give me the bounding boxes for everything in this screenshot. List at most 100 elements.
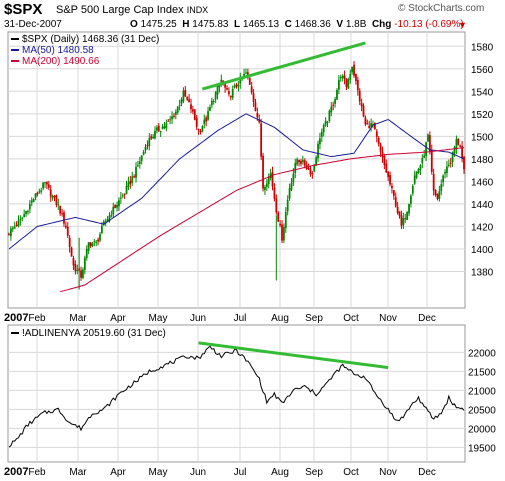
candle-body (317, 143, 319, 159)
price-month-label: Nov (379, 313, 397, 324)
candle-body (199, 130, 202, 132)
candle-body (347, 79, 350, 89)
breadth-month-label: Jul (234, 467, 247, 478)
candle-body (212, 100, 215, 102)
candle-body (301, 159, 304, 162)
candle-body (83, 257, 86, 270)
candle-body (459, 145, 462, 147)
breadth-y-tick-label: 21500 (468, 367, 496, 378)
quote-date: 31-Dec-2007 (4, 19, 62, 30)
candle-body (201, 126, 204, 132)
candle-body (32, 198, 35, 203)
candle-body (9, 228, 12, 237)
candle-body (25, 211, 27, 214)
candle-body (224, 84, 227, 88)
price-y-tick-label: 1380 (471, 267, 494, 278)
candle-body (339, 77, 342, 79)
candle-body (70, 247, 73, 257)
candle-body (116, 204, 118, 208)
brand-label: © StockCharts.com (398, 3, 485, 14)
candle-body (322, 125, 325, 133)
candle-body (210, 100, 213, 106)
price-trendline (201, 41, 366, 91)
candle-body (248, 78, 251, 85)
price-panel-frame (7, 31, 466, 309)
candle-body (457, 138, 460, 145)
candle-body (40, 190, 43, 192)
breadth-month-label: Jun (190, 467, 206, 478)
price-y-tick-label: 1580 (471, 42, 494, 53)
candle-body (34, 193, 37, 198)
candle-body (229, 96, 232, 98)
candle-body (343, 75, 346, 79)
candle-body (370, 123, 373, 127)
candle-body (453, 147, 456, 154)
ticker-symbol: $SPX (4, 1, 43, 18)
candle-body (146, 145, 149, 147)
breadth-panel-frame (7, 324, 466, 463)
candle-body (262, 155, 264, 189)
candle-body (406, 212, 409, 220)
close-value: 1468.36 (294, 19, 331, 30)
candle-body (254, 102, 257, 111)
candle-body (463, 156, 465, 170)
candle-body (154, 130, 156, 139)
candle-body (180, 99, 183, 104)
candle-body (59, 205, 62, 214)
candle-body (258, 119, 261, 123)
breadth-month-label: Feb (28, 467, 46, 478)
candle-body (159, 130, 162, 133)
candle-body (328, 110, 331, 121)
candle-body (64, 225, 67, 228)
candle-body (358, 90, 361, 102)
candle-body (444, 171, 446, 174)
candle-body (137, 165, 139, 167)
candle-body (235, 84, 238, 87)
candle-body (275, 198, 278, 213)
price-y-tick-label: 1440 (471, 200, 494, 211)
candle-body (19, 219, 22, 221)
candle-body (155, 127, 158, 131)
breadth-y-tick-label: 20000 (468, 424, 496, 435)
candle-body (396, 206, 399, 213)
chg-value: -10.13 (-0.69%) (394, 19, 464, 30)
candle-body (72, 258, 75, 266)
candle-body (216, 86, 219, 95)
candle-body (353, 64, 355, 76)
candle-body (214, 92, 217, 100)
candle-body (252, 93, 255, 102)
candle-body (428, 135, 431, 152)
candle-body (100, 225, 103, 234)
candle-body (191, 109, 194, 112)
candle-body (260, 123, 263, 157)
candle-body (91, 243, 94, 247)
candle-body (173, 115, 175, 117)
candle-body (449, 162, 452, 164)
price-y-tick-label: 1500 (471, 132, 494, 143)
price-month-label: May (149, 313, 168, 324)
candle-body (423, 155, 426, 158)
candle-body (205, 117, 208, 122)
candle-body (231, 88, 234, 98)
candle-body (391, 185, 393, 189)
candle-body (446, 166, 448, 173)
candle-body (226, 88, 228, 90)
breadth-y-tick-label: 21000 (468, 386, 496, 397)
candle-body (49, 189, 52, 197)
legend-entry: $SPX (Daily) 1468.36 (31 Dec) (22, 34, 159, 45)
candle-body (425, 142, 427, 156)
candle-body (142, 151, 145, 155)
candle-body (288, 188, 291, 199)
adline-series-line (8, 345, 465, 448)
candle-body (455, 139, 458, 150)
chevron-down-icon[interactable]: ▼ (458, 20, 467, 30)
price-month-label: Apr (110, 313, 126, 324)
candle-body (265, 183, 268, 187)
breadth-month-label: Oct (343, 467, 359, 478)
candle-body (144, 146, 147, 151)
price-y-tick-label: 1560 (471, 65, 494, 76)
candle-body (334, 99, 336, 104)
candle-body (108, 215, 111, 222)
candle-body (398, 211, 401, 217)
